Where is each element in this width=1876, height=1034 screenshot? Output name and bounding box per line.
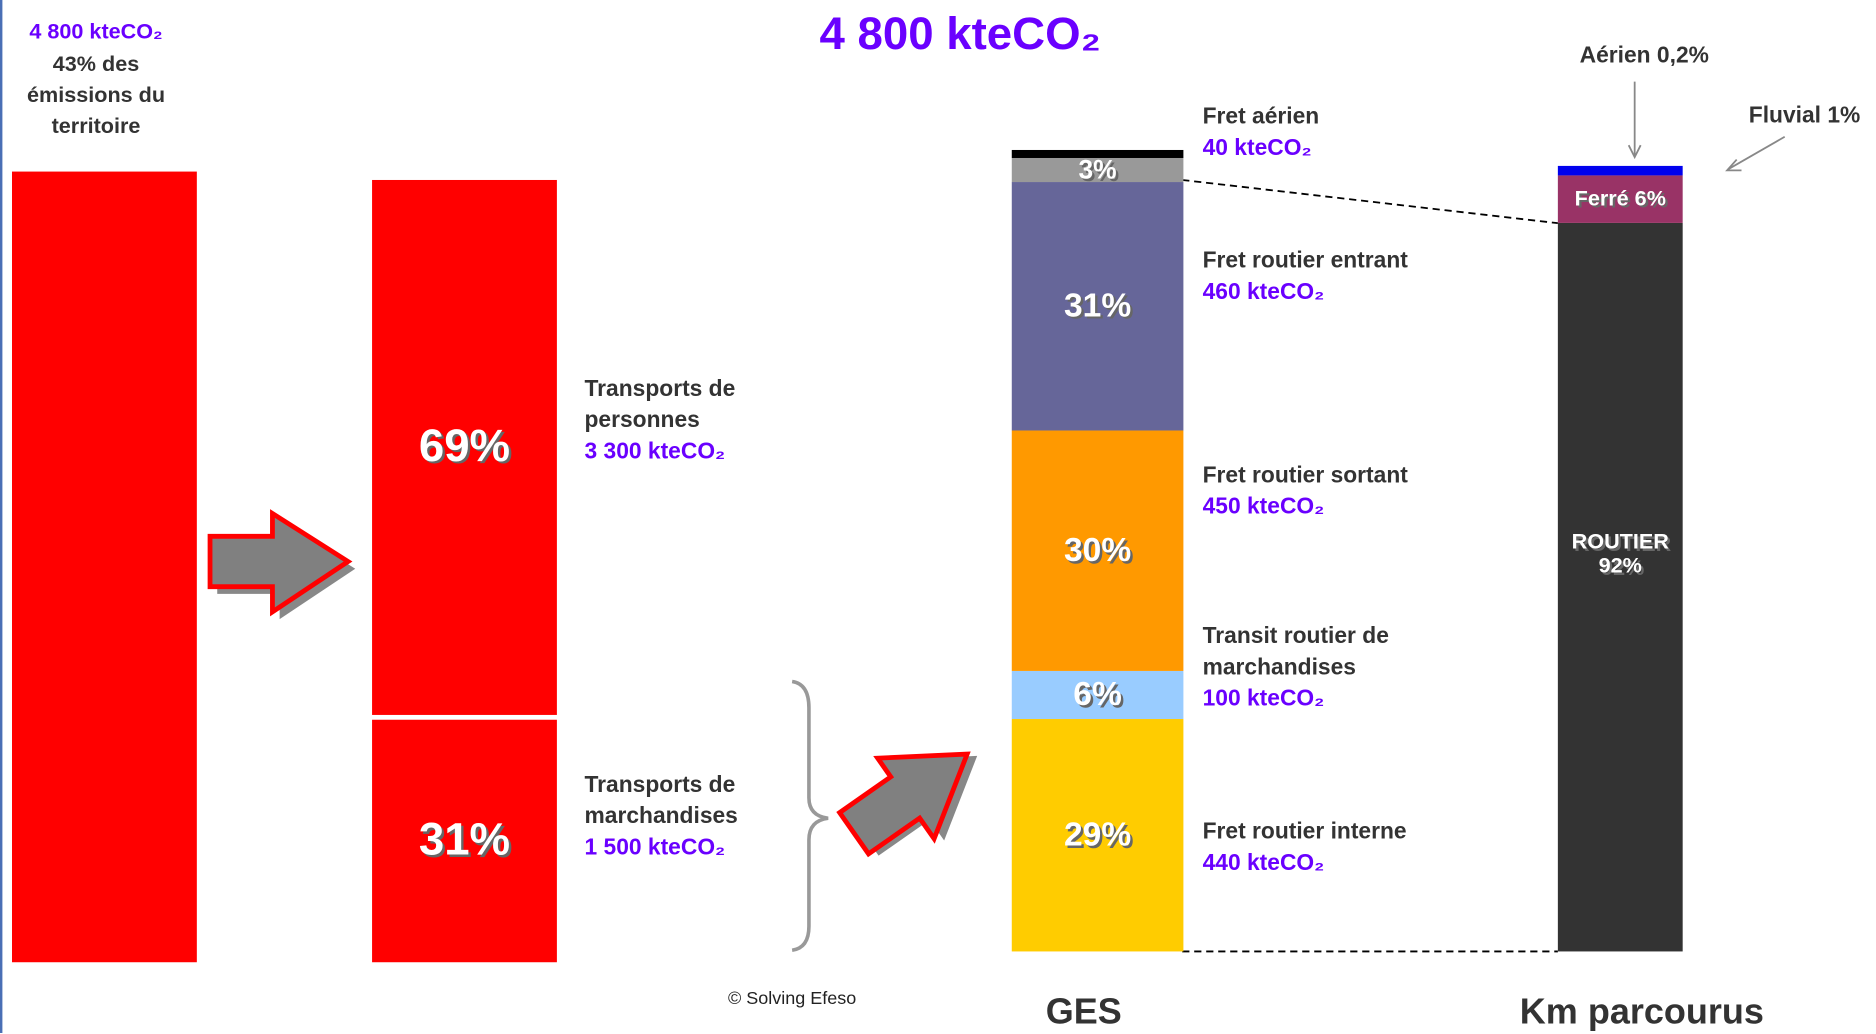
series-name: Fret routier entrant [1202,248,1408,274]
value-label: Ferré 6% [1574,186,1666,211]
legend-entry: Fret routier sortant 450 kteCO₂ [1203,461,1408,523]
title: 4 800 kteCO₂ [819,9,1101,60]
bar-segment [1011,149,1184,158]
value-label: 69% [418,421,511,472]
bar-segment [1011,670,1184,720]
series-name: Fret aérien [1202,104,1320,130]
series-amount: 3 300 kteCO₂ [584,439,726,465]
annotation: Fluvial 1% [1748,103,1861,129]
arrow [836,751,978,858]
bar-segment [1557,222,1683,952]
bar-segment [1557,165,1683,168]
legend-entry: Fret routier interne 440 kteCO₂ [1203,817,1407,879]
bar-segment [1011,430,1184,671]
value-label: 6% [1073,675,1122,713]
bar-segment [372,179,557,715]
legend-entry: Transit routier de marchandises 100 kteCO… [1203,621,1389,715]
brace [791,679,829,953]
series-name: Fret routier sortant [1202,463,1408,489]
pointer [1627,81,1786,172]
x-label: Km parcourus [1519,992,1764,1032]
series-name: Transit routier de marchandises [1202,623,1389,681]
bar-segment [1557,175,1683,223]
legend-entry: Fret aérien 40 kteCO₂ [1203,102,1320,164]
series-amount: 1 500 kteCO₂ [584,835,726,861]
total-bar [12,171,197,963]
annotation: Aérien 0,2% [1579,43,1709,69]
value-label: 3% [1078,154,1117,185]
series-amount: 40 kteCO₂ [1202,135,1312,161]
series-amount: 440 kteCO₂ [1202,850,1325,876]
legend-entry: Fret routier entrant 460 kteCO₂ [1203,246,1408,308]
bar-segment [1011,719,1184,952]
credit: © Solving Efeso [727,988,857,1010]
value-label: 31% [418,814,511,866]
series-amount: 460 kteCO₂ [1202,279,1325,305]
legend-entry: Transports de personnes 3 300 kteCO₂ [584,374,735,468]
bar-segment [1011,157,1184,183]
arrow [207,509,356,620]
x-label: GES [1045,992,1122,1032]
series-amount: 100 kteCO₂ [1202,686,1325,712]
legend-entry: Transports de marchandises 1 500 kteCO₂ [584,770,737,864]
bar-segment [372,719,557,963]
series-name: Transports de personnes [584,376,736,434]
value-label: 31% [1063,286,1132,324]
value-label: 29% [1063,815,1132,853]
territory-amount: 4 800 kteCO₂ [29,19,163,44]
series-name: Transports de marchandises [584,772,738,830]
bar-segment [1557,167,1683,176]
connector [1182,179,1558,225]
value-label: ROUTIER 92% [1571,529,1669,578]
bar-segment [1011,182,1184,431]
series-name: Fret routier interne [1202,819,1407,845]
value-label: 30% [1063,531,1132,569]
series-amount: 450 kteCO₂ [1202,494,1325,520]
territory-text: 43% des émissions du territoire [26,51,166,138]
